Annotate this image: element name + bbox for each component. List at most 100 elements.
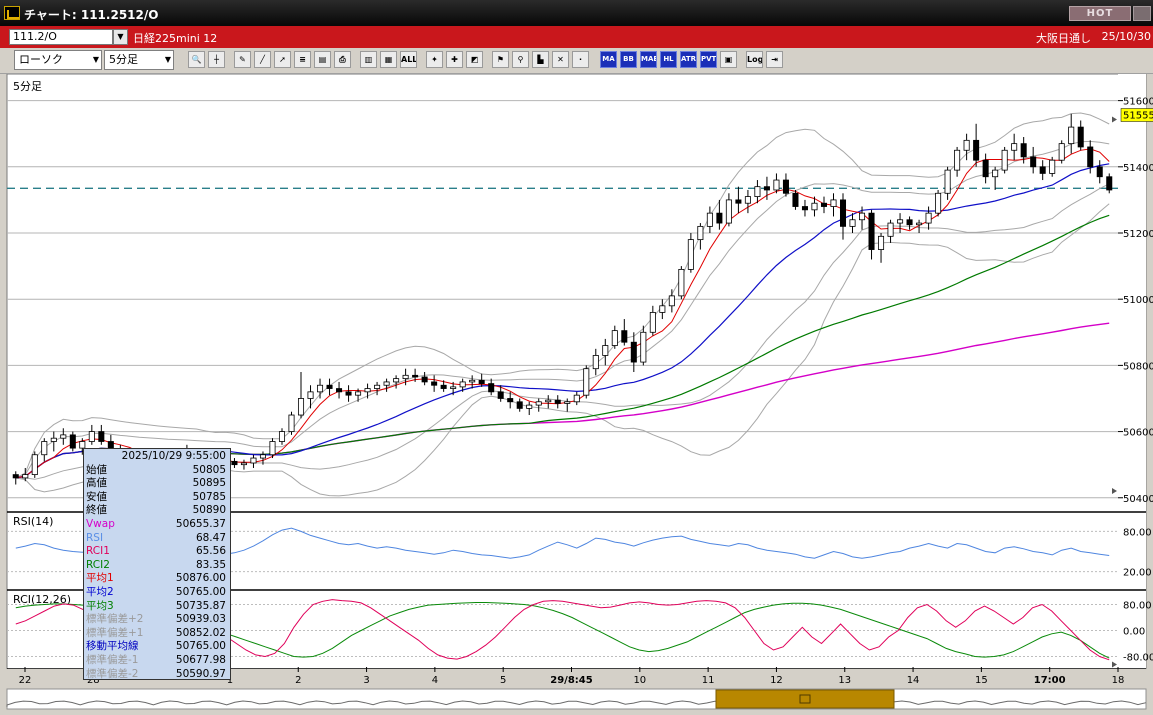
- indicator-mae-button[interactable]: MAE: [640, 51, 657, 68]
- data-window-value: 50765.00: [175, 585, 226, 598]
- price-tick-label: 51000: [1123, 295, 1153, 306]
- hot-button[interactable]: HOT: [1069, 6, 1131, 21]
- candle-body: [231, 460, 238, 466]
- line-tool-icon[interactable]: ╱: [254, 51, 271, 68]
- indicator-atr-button[interactable]: ATR: [680, 51, 697, 68]
- rsi-panel-label: RSI(14): [13, 515, 53, 528]
- window-title: チャート: 111.2512/O: [24, 8, 159, 22]
- candle-body: [782, 179, 789, 194]
- candle-icon[interactable]: ▥: [360, 51, 377, 68]
- color-icon[interactable]: ◩: [466, 51, 483, 68]
- frame-icon[interactable]: ▣: [720, 51, 737, 68]
- candle-body: [935, 192, 942, 214]
- time-tick-label: 5: [500, 675, 506, 686]
- print-icon[interactable]: ⎙: [334, 51, 351, 68]
- crosshair-icon[interactable]: ┼: [208, 51, 225, 68]
- chart-style-value: ローソク: [19, 53, 63, 66]
- candle-body: [22, 474, 29, 479]
- candle-body: [69, 434, 76, 449]
- candle-body: [973, 139, 980, 161]
- candle-body: [431, 381, 438, 386]
- candle-body: [916, 222, 923, 226]
- candle-body: [79, 441, 86, 449]
- window-menu-button[interactable]: [1133, 6, 1151, 21]
- time-scrollbar: [6, 688, 1147, 710]
- candle-body: [678, 269, 685, 297]
- candle-body: [583, 368, 590, 396]
- scan-icon[interactable]: ⚲: [512, 51, 529, 68]
- time-tick-label: 2: [295, 675, 301, 686]
- indicator-bb-button[interactable]: BB: [620, 51, 637, 68]
- notes-icon[interactable]: ▤: [314, 51, 331, 68]
- all-icon[interactable]: ALL: [400, 51, 417, 68]
- candle-body: [297, 398, 305, 416]
- candle-body: [649, 312, 656, 333]
- symbol-code-input[interactable]: 111.2/O: [9, 29, 113, 45]
- time-tick-label: 3: [363, 675, 369, 686]
- data-window-row: 標準偏差+1 50852.02: [86, 627, 228, 641]
- chart-style-select[interactable]: ローソク ▼: [14, 50, 102, 70]
- candle-body: [88, 431, 95, 442]
- candle-body: [383, 381, 390, 386]
- scrollbar-thumb[interactable]: [715, 689, 895, 709]
- wrench-icon[interactable]: ✚: [446, 51, 463, 68]
- pen-icon[interactable]: ✎: [234, 51, 251, 68]
- data-window-value: 68.47: [195, 531, 226, 544]
- candle-body: [450, 386, 457, 389]
- cancel-icon[interactable]: ✕: [552, 51, 569, 68]
- cursor-icon[interactable]: ➚: [274, 51, 291, 68]
- symbol-bar: 111.2/O ▼ 日経225mini 12 大阪日通し 25/10/30: [0, 26, 1153, 48]
- time-tick-label: 18: [1112, 675, 1125, 686]
- candle-body: [992, 169, 999, 178]
- time-tick-label: 12: [770, 675, 783, 686]
- signal-icon[interactable]: ⚑: [492, 51, 509, 68]
- interval-select[interactable]: 5分足 ▼: [104, 50, 174, 70]
- data-window-row: 平均3 50735.87: [86, 600, 228, 614]
- candle-body: [278, 431, 286, 442]
- data-window-value: 50655.37: [175, 517, 226, 530]
- export-icon[interactable]: ⇥: [766, 51, 783, 68]
- candle-body: [421, 376, 428, 383]
- data-window-value: 50895: [192, 477, 226, 490]
- data-window-row: RSI 68.47: [86, 532, 228, 546]
- bars-icon[interactable]: ▙: [532, 51, 549, 68]
- settings-icon[interactable]: ✦: [426, 51, 443, 68]
- candle-body: [859, 212, 866, 221]
- candle2-icon[interactable]: ▦: [380, 51, 397, 68]
- candle-body: [1068, 126, 1075, 145]
- candle-body: [98, 431, 105, 442]
- candle-body: [288, 414, 295, 432]
- data-window-row: 平均2 50765.00: [86, 586, 228, 600]
- zoom-icon[interactable]: 🔍: [188, 51, 205, 68]
- chart-area: 5分足 51600 51400 51200 51000 50800 50600 50400 51…: [0, 74, 1153, 715]
- candle-body: [668, 295, 675, 307]
- candle-body: [897, 219, 904, 224]
- candle-body: [811, 202, 818, 211]
- time-tick-label: 4: [432, 675, 438, 686]
- price-tick-label: 51200: [1123, 229, 1153, 240]
- candle-body: [1020, 143, 1027, 158]
- candle-body: [792, 192, 799, 207]
- data-window-row: 移動平均線 50765.00: [86, 640, 228, 654]
- price-tick-label: 50600: [1123, 428, 1153, 439]
- indicator-ma-button[interactable]: MA: [600, 51, 617, 68]
- data-window-label: 終値: [86, 504, 107, 517]
- fibonacci-icon[interactable]: ≡: [294, 51, 311, 68]
- time-tick-label: 1: [227, 675, 233, 686]
- indicator-pvt-button[interactable]: PVT: [700, 51, 717, 68]
- scroll-marker-icon: [1112, 488, 1117, 494]
- candle-body: [269, 441, 276, 456]
- candle-body: [640, 331, 647, 363]
- log-scale-button[interactable]: Log: [746, 51, 763, 68]
- data-window-row: 高値 50895: [86, 477, 228, 491]
- date-label: 25/10/30: [1101, 30, 1151, 43]
- symbol-dropdown-button[interactable]: ▼: [113, 29, 128, 45]
- candle-body: [839, 199, 847, 227]
- candle-body: [1096, 166, 1103, 178]
- candle-body: [602, 345, 609, 356]
- candle-body: [250, 457, 257, 464]
- indicator-hl-button[interactable]: HL: [660, 51, 677, 68]
- candle-body: [944, 169, 951, 194]
- data-window-label: RSI: [86, 531, 104, 544]
- grey-icon[interactable]: ·: [572, 51, 589, 68]
